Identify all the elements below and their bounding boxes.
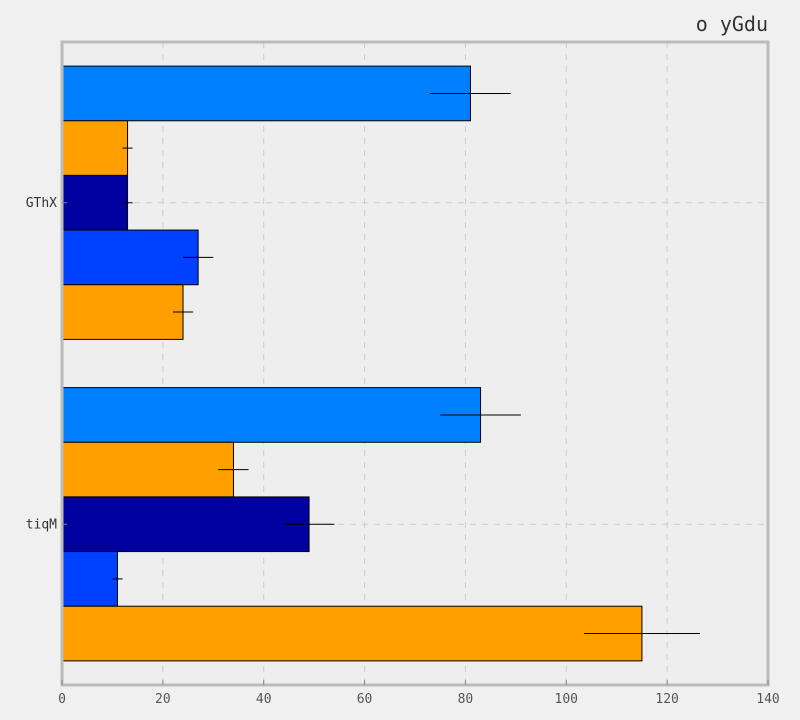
- error-bars: [112, 92, 700, 635]
- grid: [62, 42, 768, 685]
- x-tick-label: 40: [256, 692, 272, 707]
- bar: [61, 496, 310, 553]
- category-label: tiqM: [26, 517, 57, 532]
- x-tick-label: 20: [155, 692, 171, 707]
- category-label: GThX: [26, 196, 57, 211]
- bars: [61, 65, 643, 662]
- bar: [61, 229, 199, 286]
- plot-background: [62, 42, 768, 685]
- bar: [61, 605, 643, 662]
- plot-frame: [60, 40, 770, 687]
- bar: [61, 120, 129, 176]
- x-tick-label: 60: [357, 692, 373, 707]
- chart-title: o yGdu: [696, 12, 768, 36]
- x-tick-label: 100: [555, 692, 578, 707]
- x-tick-label: 120: [655, 692, 678, 707]
- bar: [61, 65, 471, 122]
- bar: [61, 174, 129, 231]
- x-axis: 0 20 40 60 80 100 120 140: [58, 680, 780, 707]
- x-tick-label: 0: [58, 692, 66, 707]
- y-axis: GThX tiqM: [26, 196, 67, 532]
- bar: [61, 551, 118, 607]
- x-tick-label: 80: [458, 692, 474, 707]
- x-tick-label: 140: [756, 692, 779, 707]
- bar: [61, 284, 184, 340]
- bar: [61, 441, 234, 498]
- bar: [61, 387, 482, 443]
